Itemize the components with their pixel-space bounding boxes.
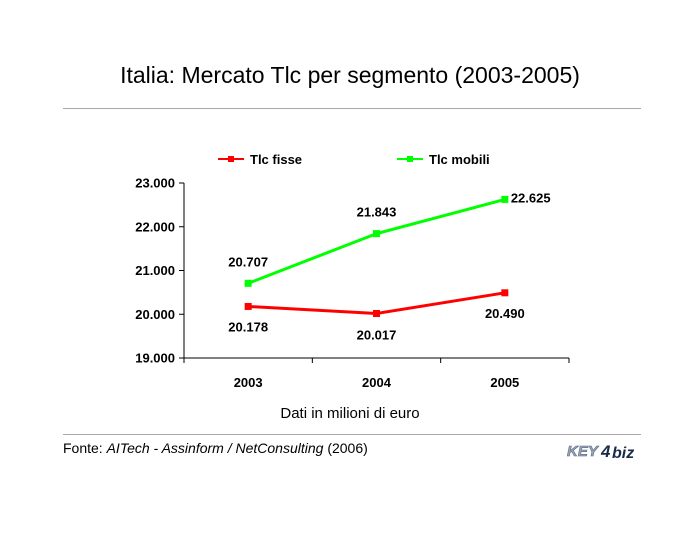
data-point: [244, 302, 252, 310]
source-organization: AITech - Assinform / NetConsulting: [106, 440, 324, 456]
series-layer: 20.178 20.017 20.490 20.707 21.843 22.625: [228, 190, 550, 342]
chart-title: Italia: Mercato Tlc per segmento (2003-2…: [120, 62, 580, 88]
data-label: 20.178: [228, 319, 268, 334]
data-label: 20.490: [485, 306, 525, 321]
data-label: 20.017: [357, 328, 397, 343]
data-point: [373, 310, 380, 318]
x-tick-label: 2004: [362, 375, 392, 390]
logo-biz: biz: [612, 445, 634, 462]
y-tick-label: 20.000: [135, 307, 175, 322]
y-tick-label: 22.000: [135, 219, 175, 234]
logo-four: 4: [600, 442, 611, 461]
data-point: [501, 195, 509, 203]
data-point: [373, 230, 380, 238]
line-chart: Tlc fisse Tlc mobili 19.000 20.000 21.000 2…: [135, 152, 570, 390]
legend-label-tlc-mobili: Tlc mobili: [429, 152, 490, 167]
y-tick-label: 21.000: [135, 263, 175, 278]
y-tick-label: 19.000: [135, 351, 175, 366]
key4biz-logo: KEY 4 biz: [567, 442, 635, 462]
axes: 19.000 20.000 21.000 22.000 23.000 2003 2004 20…: [135, 176, 570, 390]
legend-label-tlc-fisse: Tlc fisse: [250, 152, 302, 167]
data-label: 21.843: [357, 205, 397, 220]
series-tlc-mobili: 20.707 21.843 22.625: [228, 190, 551, 287]
x-tick-label: 2003: [234, 375, 263, 390]
units-note: Dati in milioni di euro: [280, 405, 420, 422]
data-point: [244, 279, 252, 287]
source-year: (2006): [323, 440, 368, 456]
legend-item-tlc-mobili: Tlc mobili: [397, 152, 490, 167]
source-prefix: Fonte:: [63, 440, 107, 456]
legend-marker-tlc-mobili: [407, 156, 413, 162]
data-label: 20.707: [228, 254, 268, 269]
top-divider: [63, 108, 641, 109]
source-note: Fonte: AITech - Assinform / NetConsultin…: [63, 440, 368, 456]
legend: Tlc fisse Tlc mobili: [218, 152, 490, 167]
logo-key: KEY: [567, 443, 600, 460]
y-tick-label: 23.000: [135, 176, 175, 191]
legend-item-tlc-fisse: Tlc fisse: [218, 152, 302, 167]
bottom-divider: [63, 434, 641, 435]
data-point: [501, 289, 509, 297]
x-tick-label: 2005: [490, 375, 519, 390]
legend-marker-tlc-fisse: [228, 156, 234, 162]
series-tlc-fisse: 20.178 20.017 20.490: [228, 289, 525, 343]
data-label: 22.625: [511, 190, 551, 205]
